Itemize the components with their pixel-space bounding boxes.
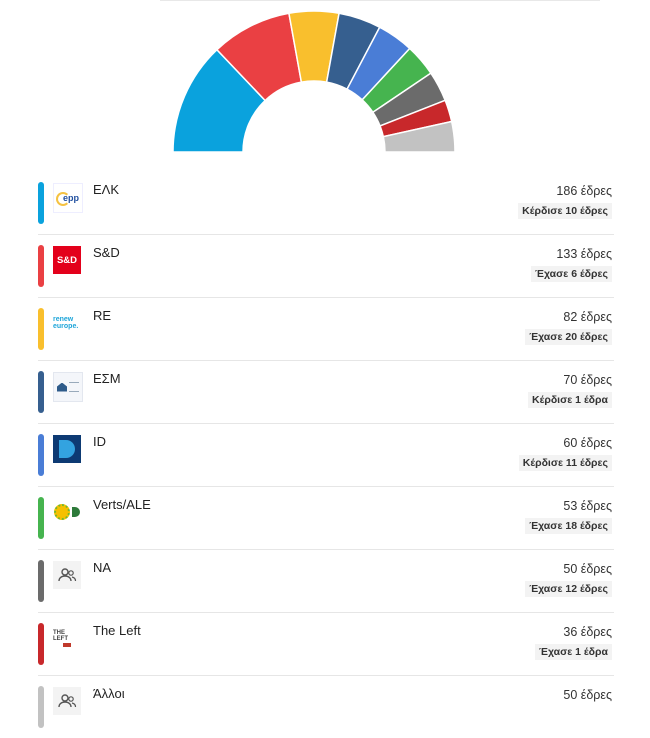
ecr-logo xyxy=(53,372,83,402)
group-icon xyxy=(53,687,81,715)
party-seat-change: Έχασε 20 έδρες xyxy=(525,329,612,345)
party-row-greens[interactable]: Verts/ALE 53 έδρες Έχασε 18 έδρες xyxy=(38,487,614,550)
id-logo xyxy=(53,435,81,463)
party-row-na[interactable]: NA 50 έδρες Έχασε 12 έδρες xyxy=(38,550,614,613)
greens-logo xyxy=(53,498,81,526)
top-divider xyxy=(160,0,600,1)
party-seat-change: Έχασε 18 έδρες xyxy=(525,518,612,534)
party-color-bar xyxy=(38,434,44,476)
party-row-re[interactable]: renew europe. RE 82 έδρες Έχασε 20 έδρες xyxy=(38,298,614,361)
party-seats: 70 έδρες xyxy=(563,373,612,387)
party-row-ecr[interactable]: ΕΣΜ 70 έδρες Κέρδισε 1 έδρα xyxy=(38,361,614,424)
party-row-sd[interactable]: S&D S&D 133 έδρες Έχασε 6 έδρες xyxy=(38,235,614,298)
party-color-bar xyxy=(38,245,44,287)
party-name: ID xyxy=(93,434,106,449)
party-seat-change: Έχασε 6 έδρες xyxy=(531,266,612,282)
sd-logo: S&D xyxy=(53,246,81,274)
party-name: Verts/ALE xyxy=(93,497,151,512)
party-seats: 50 έδρες xyxy=(563,688,612,702)
party-name: The Left xyxy=(93,623,141,638)
party-seats: 82 έδρες xyxy=(563,310,612,324)
group-icon xyxy=(53,561,81,589)
party-color-bar xyxy=(38,308,44,350)
the-left-logo: THE LEFT xyxy=(53,624,81,652)
party-seat-change: Έχασε 1 έδρα xyxy=(535,644,612,660)
party-seats: 36 έδρες xyxy=(563,625,612,639)
renew-europe-logo: renew europe. xyxy=(53,309,81,337)
party-seats: 50 έδρες xyxy=(563,562,612,576)
party-seats: 53 έδρες xyxy=(563,499,612,513)
party-color-bar xyxy=(38,182,44,224)
party-row-the-left[interactable]: THE LEFT The Left 36 έδρες Έχασε 1 έδρα xyxy=(38,613,614,676)
hemicycle-segment-9 xyxy=(382,120,456,153)
epp-logo: epp xyxy=(53,183,83,213)
party-list: epp ΕΛΚ 186 έδρες Κέρδισε 10 έδρες S&D S… xyxy=(38,172,614,738)
party-color-bar xyxy=(38,371,44,413)
party-name: S&D xyxy=(93,245,120,260)
party-color-bar xyxy=(38,623,44,665)
party-name: NA xyxy=(93,560,112,575)
hemicycle-chart xyxy=(172,10,456,153)
party-seat-change: Κέρδισε 1 έδρα xyxy=(528,392,612,408)
party-seat-change: Κέρδισε 11 έδρες xyxy=(518,455,612,471)
party-color-bar xyxy=(38,560,44,602)
party-name: Άλλοι xyxy=(93,686,125,701)
party-color-bar xyxy=(38,686,44,728)
party-seats: 60 έδρες xyxy=(563,436,612,450)
party-seat-change: Έχασε 12 έδρες xyxy=(525,581,612,597)
party-seat-change: Κέρδισε 10 έδρες xyxy=(518,203,612,219)
party-name: RE xyxy=(93,308,112,323)
party-name: ΕΛΚ xyxy=(93,182,120,197)
party-row-others[interactable]: Άλλοι 50 έδρες xyxy=(38,676,614,738)
party-row-id[interactable]: ID 60 έδρες Κέρδισε 11 έδρες xyxy=(38,424,614,487)
party-row-epp[interactable]: epp ΕΛΚ 186 έδρες Κέρδισε 10 έδρες xyxy=(38,172,614,235)
party-name: ΕΣΜ xyxy=(93,371,121,386)
party-seats: 186 έδρες xyxy=(556,184,612,198)
party-color-bar xyxy=(38,497,44,539)
party-seats: 133 έδρες xyxy=(556,247,612,261)
